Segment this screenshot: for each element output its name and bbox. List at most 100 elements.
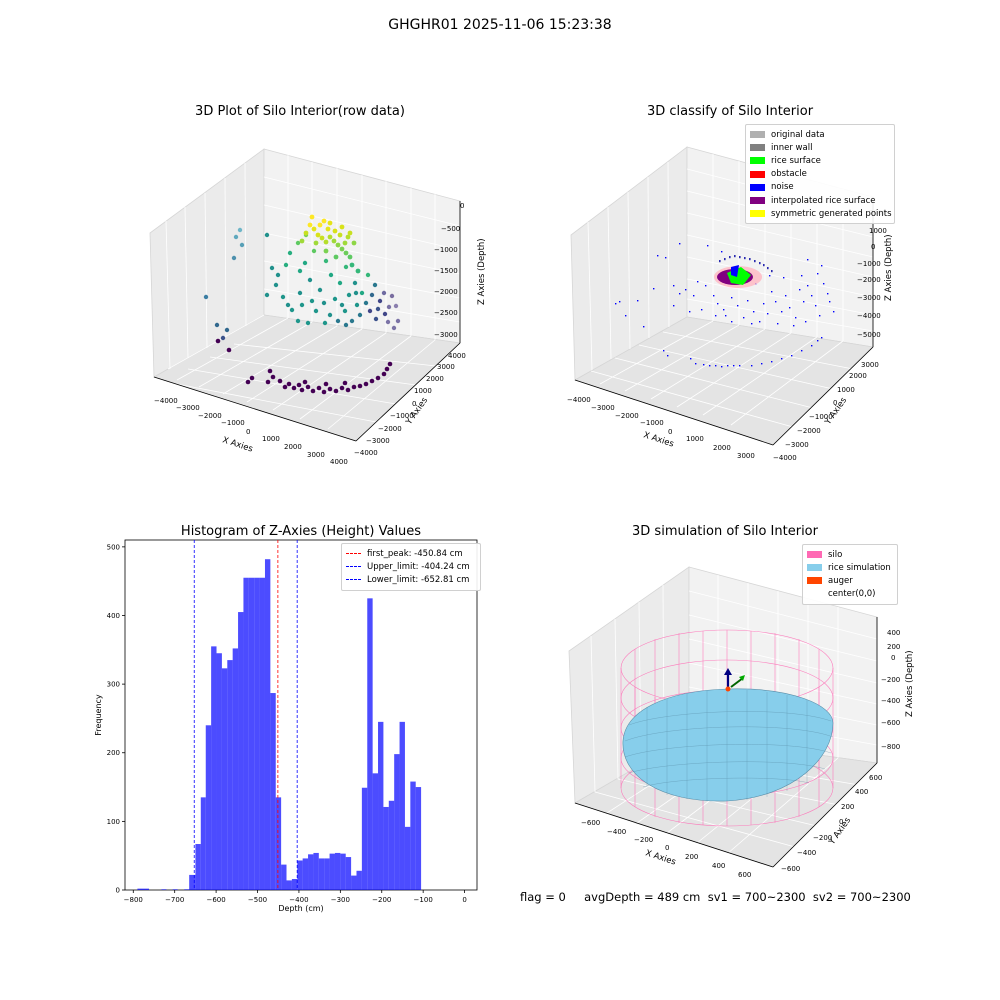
svg-text:2000: 2000 [713,444,731,452]
histogram-bar-24 [297,860,303,890]
svg-text:0: 0 [891,654,895,662]
svg-text:−400: −400 [881,697,900,705]
legend-item-rice-surface: rice surface [750,154,890,167]
svg-text:1000: 1000 [262,435,280,443]
histogram-bar-31 [334,852,341,890]
svg-text:−3000: −3000 [785,441,809,449]
svg-text:−200: −200 [813,834,832,842]
histogram-bar-15 [248,577,255,890]
svg-text:−2000: −2000 [857,276,881,284]
svg-text:−200: −200 [634,836,653,844]
legend-item-center: center(0,0) [807,588,893,601]
histogram-bar-40 [383,806,389,890]
svg-text:−4000: −4000 [354,449,378,457]
raw-z-tick-labels: −3000 −2500 −2000 −1500 −1000 −500 0 [434,202,464,339]
legend-item-inner-wall: inner wall [750,141,890,154]
histogram-y-tick-label-5: 500 [107,543,120,551]
svg-text:−1000: −1000 [390,412,414,420]
svg-text:400: 400 [887,629,900,637]
histogram-bar-36 [361,787,368,890]
svg-text:−3000: −3000 [434,331,458,339]
svg-text:−800: −800 [881,743,900,751]
raw-plot-title: 3D Plot of Silo Interior(row data) [195,104,405,119]
histogram-title: Histogram of Z-Axies (Height) Values [180,524,422,539]
legend-item-original-data: original data [750,128,890,141]
histogram-bar-44 [404,826,411,890]
histogram-bar-2 [172,889,178,890]
histogram-y-ticks: 0 100 200 300 400 500 [107,543,125,895]
histogram-chart: −800 −700 −600 −500 −400 −300 −200 −100 0 0 100 20… [94,539,478,913]
histogram-bar-6 [200,797,206,890]
histogram-bar-22 [286,880,292,890]
histogram-x-tick-label-0: −800 [124,896,143,904]
histogram-bar-1 [161,889,167,890]
svg-text:−2500: −2500 [434,309,458,317]
histogram-x-tick-label-6: −200 [372,896,391,904]
histogram-x-axis-label: Depth (cm) [278,904,323,913]
svg-text:−3000: −3000 [857,294,881,302]
histogram-bar-25 [302,858,309,890]
histogram-y-tick-label-4: 400 [107,612,120,620]
histogram-bar-11 [227,660,233,890]
svg-text:1000: 1000 [414,387,432,395]
histogram-plot-area [124,539,478,891]
simulation-y-tick-labels: −600 −400 −200 0 200 400 600 [781,774,882,873]
histogram-legend: first_peak: -450.84 cm Upper_limit: -404… [341,543,481,591]
histogram-bar-20 [275,797,282,890]
legend-item-lower-limit: Lower_limit: -652.81 cm [346,573,476,586]
svg-text:−1000: −1000 [221,419,245,427]
svg-text:2000: 2000 [284,443,302,451]
histogram-bar-33 [345,857,352,890]
raw-z-axis-label: Z Axies (Depth) [477,238,487,305]
svg-text:−3000: −3000 [176,404,200,412]
svg-text:−3000: −3000 [591,404,615,412]
histogram-bar-3 [184,889,190,890]
svg-text:−600: −600 [781,865,800,873]
classify-z-axis-label: Z Axies (Depth) [884,234,894,301]
histogram-x-tick-label-8: 0 [462,896,466,904]
raw-surface-points [299,214,361,274]
histogram-bar-42 [394,754,400,890]
histogram-reference-lines [193,540,298,890]
svg-text:−1000: −1000 [857,260,881,268]
histogram-bar-41 [388,800,395,890]
histogram-bar-9 [216,653,222,890]
svg-text:−2000: −2000 [797,427,821,435]
svg-text:−400: −400 [797,849,816,857]
raw-wall-points [203,227,401,341]
simulation-3d-plot: −600 −400 −200 0 200 400 600 −600 −400 −… [568,566,915,879]
legend-item-interpolated-rice-surface: interpolated rice surface [750,194,890,207]
legend-item-rice-simulation: rice simulation [807,561,893,574]
svg-text:4000: 4000 [448,352,466,360]
svg-text:1000: 1000 [837,386,855,394]
histogram-bar-13 [238,612,244,890]
simulation-auger [724,668,745,692]
histogram-y-tick-label-3: 300 [107,681,120,689]
svg-text:−4000: −4000 [857,312,881,320]
svg-text:0: 0 [412,400,416,408]
classify-noise-core [731,265,739,277]
histogram-bar-34 [351,875,357,890]
histogram-bar-14 [243,577,249,890]
svg-text:0: 0 [460,202,464,210]
histogram-bar-39 [378,721,384,890]
histogram-bar-23 [291,879,298,890]
histogram-x-tick-label-1: −700 [165,896,184,904]
svg-text:−1000: −1000 [640,419,664,427]
histogram-bar-46 [415,787,422,890]
svg-text:−500: −500 [441,225,460,233]
simulation-x-tick-labels: −600 −400 −200 0 200 400 600 [581,819,751,879]
raw-3d-plot: −4000 −3000 −2000 −1000 0 1000 2000 3000… [149,148,487,466]
svg-text:−400: −400 [607,828,626,836]
svg-text:−600: −600 [881,719,900,727]
svg-text:0: 0 [871,243,875,251]
histogram-x-tick-label-5: −300 [331,896,350,904]
svg-text:−5000: −5000 [857,331,881,339]
histogram-y-tick-label-2: 200 [107,749,120,757]
histogram-bar-7 [205,725,212,890]
histogram-bars [137,559,422,890]
svg-text:−3000: −3000 [366,437,390,445]
svg-text:3000: 3000 [737,452,755,460]
svg-text:−2000: −2000 [434,288,458,296]
histogram-bar-27 [313,852,319,890]
